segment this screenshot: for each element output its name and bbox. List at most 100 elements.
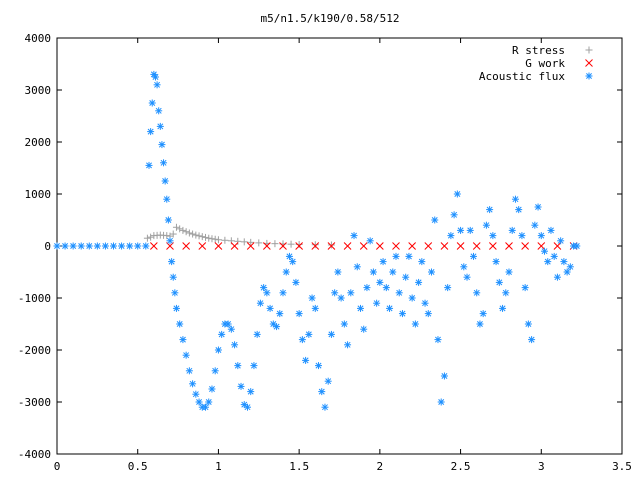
point-acoustic-flux-d2 xyxy=(183,352,190,359)
point-acoustic-flux xyxy=(395,289,403,297)
point-acoustic-flux-d2 xyxy=(305,331,312,338)
point-acoustic-flux xyxy=(528,336,536,344)
point-acoustic-flux-d2 xyxy=(289,258,296,265)
point-acoustic-flux-d2 xyxy=(531,222,538,229)
point-acoustic-flux xyxy=(389,268,397,276)
point-r-stress xyxy=(185,229,193,237)
point-acoustic-flux xyxy=(350,232,358,240)
point-acoustic-flux-d2 xyxy=(146,162,152,169)
point-acoustic-flux-d2 xyxy=(538,232,545,239)
point-acoustic-flux-d2 xyxy=(160,159,167,166)
point-g-work-d2 xyxy=(214,242,223,250)
point-acoustic-flux-d2 xyxy=(331,289,338,296)
point-g-work-d2 xyxy=(456,242,465,250)
point-acoustic-flux xyxy=(155,107,163,115)
point-acoustic-flux-d2 xyxy=(535,204,542,210)
point-acoustic-flux xyxy=(476,320,484,328)
point-acoustic-flux-d2 xyxy=(299,336,306,343)
legend-label-acoustic-flux: Acoustic flux xyxy=(479,70,565,83)
point-acoustic-flux-d2 xyxy=(357,305,364,312)
point-acoustic-flux xyxy=(263,289,271,297)
point-acoustic-flux xyxy=(373,299,381,307)
point-acoustic-flux xyxy=(560,258,568,266)
point-g-work-d2 xyxy=(440,242,449,250)
point-acoustic-flux xyxy=(142,242,150,250)
point-acoustic-flux xyxy=(515,206,523,214)
point-acoustic-flux-d2 xyxy=(334,269,341,275)
point-acoustic-flux xyxy=(392,252,400,260)
point-acoustic-flux xyxy=(311,304,319,312)
point-acoustic-flux xyxy=(398,310,406,318)
point-g-work-d2 xyxy=(537,242,546,250)
point-acoustic-flux xyxy=(266,304,274,312)
point-g-work xyxy=(376,242,384,250)
point-acoustic-flux-d2 xyxy=(286,253,293,260)
point-acoustic-flux xyxy=(327,330,335,338)
point-acoustic-flux-d2 xyxy=(496,279,503,286)
point-acoustic-flux xyxy=(161,177,169,185)
point-acoustic-flux-d2 xyxy=(409,295,416,301)
point-acoustic-flux xyxy=(158,141,166,149)
point-acoustic-flux xyxy=(402,273,410,281)
chart-title: m5/n1.5/k190/0.58/512 xyxy=(260,12,399,25)
axes: 0 0.5 1 1.5 2 2.5 3 3.5 -4000 -3000 -2000 -1000 0 100… xyxy=(18,32,632,473)
point-acoustic-flux-d2 xyxy=(179,336,186,343)
series-g-work xyxy=(150,242,578,250)
point-acoustic-flux-d2 xyxy=(225,321,232,327)
point-acoustic-flux xyxy=(153,81,161,89)
point-acoustic-flux xyxy=(176,320,184,328)
point-acoustic-flux-d2 xyxy=(328,331,335,338)
point-g-work xyxy=(408,242,416,250)
point-g-work xyxy=(182,242,190,250)
point-acoustic-flux-d2 xyxy=(218,331,225,338)
point-acoustic-flux xyxy=(195,398,203,406)
point-acoustic-flux-d2 xyxy=(338,295,345,301)
point-acoustic-flux xyxy=(273,323,281,331)
point-r-stress xyxy=(255,239,263,247)
point-r-stress xyxy=(143,234,151,242)
point-acoustic-flux xyxy=(386,304,394,312)
point-g-work xyxy=(214,242,223,250)
point-g-work-d2 xyxy=(489,242,497,250)
point-acoustic-flux xyxy=(547,226,555,234)
point-acoustic-flux xyxy=(118,242,126,250)
point-acoustic-flux-d2 xyxy=(473,289,480,296)
point-acoustic-flux xyxy=(340,320,348,328)
point-r-stress xyxy=(211,235,219,243)
point-r-stress xyxy=(205,234,213,242)
point-acoustic-flux-d2 xyxy=(431,217,438,223)
point-acoustic-flux-d2 xyxy=(231,341,238,348)
point-acoustic-flux-d2 xyxy=(554,274,561,281)
point-acoustic-flux-d2 xyxy=(415,279,422,286)
point-acoustic-flux-d2 xyxy=(557,237,564,244)
data-marks xyxy=(53,70,581,411)
point-acoustic-flux-d2 xyxy=(499,305,506,312)
point-acoustic-flux-d2 xyxy=(454,191,461,197)
point-acoustic-flux-d2 xyxy=(418,258,425,265)
point-acoustic-flux xyxy=(182,351,190,359)
point-acoustic-flux xyxy=(450,211,458,219)
point-acoustic-flux xyxy=(53,242,61,250)
point-acoustic-flux xyxy=(126,242,134,250)
point-acoustic-flux-d2 xyxy=(460,263,467,270)
point-acoustic-flux-d2 xyxy=(54,243,60,249)
y-tick-label: 3000 xyxy=(25,84,52,97)
point-acoustic-flux xyxy=(298,336,306,344)
point-acoustic-flux xyxy=(518,232,526,240)
point-r-stress xyxy=(234,237,242,245)
point-r-stress xyxy=(189,230,197,238)
point-r-stress xyxy=(271,240,279,248)
point-acoustic-flux xyxy=(421,299,429,307)
point-acoustic-flux-d2 xyxy=(370,269,377,275)
point-acoustic-flux-d2 xyxy=(389,269,396,275)
point-g-work-d2 xyxy=(230,242,239,250)
point-acoustic-flux-d2 xyxy=(273,323,280,330)
point-acoustic-flux xyxy=(61,242,69,250)
point-acoustic-flux xyxy=(69,242,77,250)
point-acoustic-flux-d2 xyxy=(396,289,403,296)
point-acoustic-flux xyxy=(511,195,519,203)
point-acoustic-flux xyxy=(145,161,153,169)
point-acoustic-flux-d2 xyxy=(347,289,354,296)
point-acoustic-flux-d2 xyxy=(528,336,535,343)
